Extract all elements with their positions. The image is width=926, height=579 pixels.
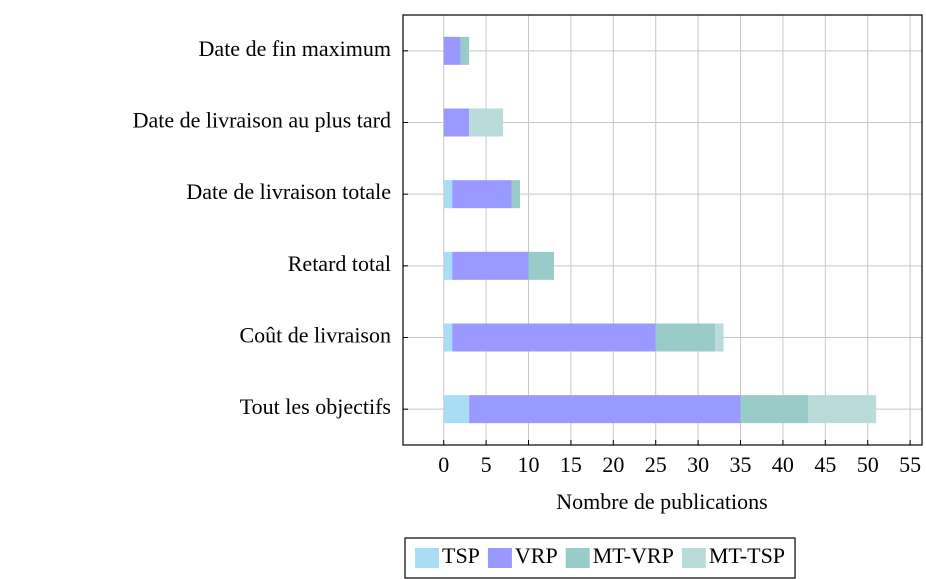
bar-segment bbox=[452, 180, 512, 209]
x-tick-label: 35 bbox=[730, 452, 752, 477]
legend-frame bbox=[404, 537, 796, 579]
bar-segment bbox=[469, 395, 741, 424]
x-tick-label: 30 bbox=[687, 452, 709, 477]
bar-segment bbox=[469, 108, 504, 137]
x-tick-label: 40 bbox=[772, 452, 794, 477]
legend-label: VRP bbox=[515, 543, 558, 568]
x-tick-label: 0 bbox=[438, 452, 449, 477]
legend-swatch bbox=[487, 548, 512, 568]
bar-segment bbox=[808, 395, 877, 424]
bar-segment bbox=[655, 323, 716, 352]
legend-swatch bbox=[415, 548, 439, 568]
bar-segment bbox=[443, 36, 461, 65]
x-tick-label: 55 bbox=[899, 452, 921, 477]
y-tick-label: Date de livraison totale bbox=[186, 179, 391, 204]
bar-segment bbox=[443, 180, 453, 209]
legend-label: MT-VRP bbox=[593, 543, 674, 568]
x-tick-label: 45 bbox=[814, 452, 836, 477]
x-tick-label: 5 bbox=[481, 452, 492, 477]
bar-segment bbox=[443, 251, 453, 280]
legend-swatch bbox=[681, 548, 706, 568]
x-tick-label: 10 bbox=[518, 452, 540, 477]
y-tick-label: Coût de livraison bbox=[239, 323, 391, 348]
plot-frame bbox=[402, 14, 923, 446]
legend-label: MT-TSP bbox=[709, 543, 785, 568]
y-tick-label: Date de livraison au plus tard bbox=[133, 108, 391, 133]
bar-segment bbox=[511, 180, 521, 209]
y-tick-label: Retard total bbox=[288, 251, 391, 276]
bar-segment bbox=[452, 251, 529, 280]
x-tick-label: 50 bbox=[857, 452, 879, 477]
bar-segment bbox=[740, 395, 809, 424]
bar-segment bbox=[715, 323, 724, 352]
legend-label: TSP bbox=[442, 543, 480, 568]
bar-segment bbox=[452, 323, 656, 352]
bar-segment bbox=[528, 251, 554, 280]
y-tick-label: Tout les objectifs bbox=[240, 394, 391, 419]
bar-segment bbox=[460, 36, 470, 65]
legend-swatch bbox=[565, 548, 590, 568]
x-axis-label: Nombre de publications bbox=[556, 489, 767, 514]
bar-segment bbox=[443, 323, 453, 352]
y-tick-label: Date de fin maximum bbox=[199, 36, 391, 61]
bar-segment bbox=[443, 108, 470, 137]
x-tick-label: 25 bbox=[645, 452, 667, 477]
x-tick-label: 20 bbox=[602, 452, 624, 477]
bar-segment bbox=[443, 395, 470, 424]
x-tick-label: 15 bbox=[560, 452, 582, 477]
